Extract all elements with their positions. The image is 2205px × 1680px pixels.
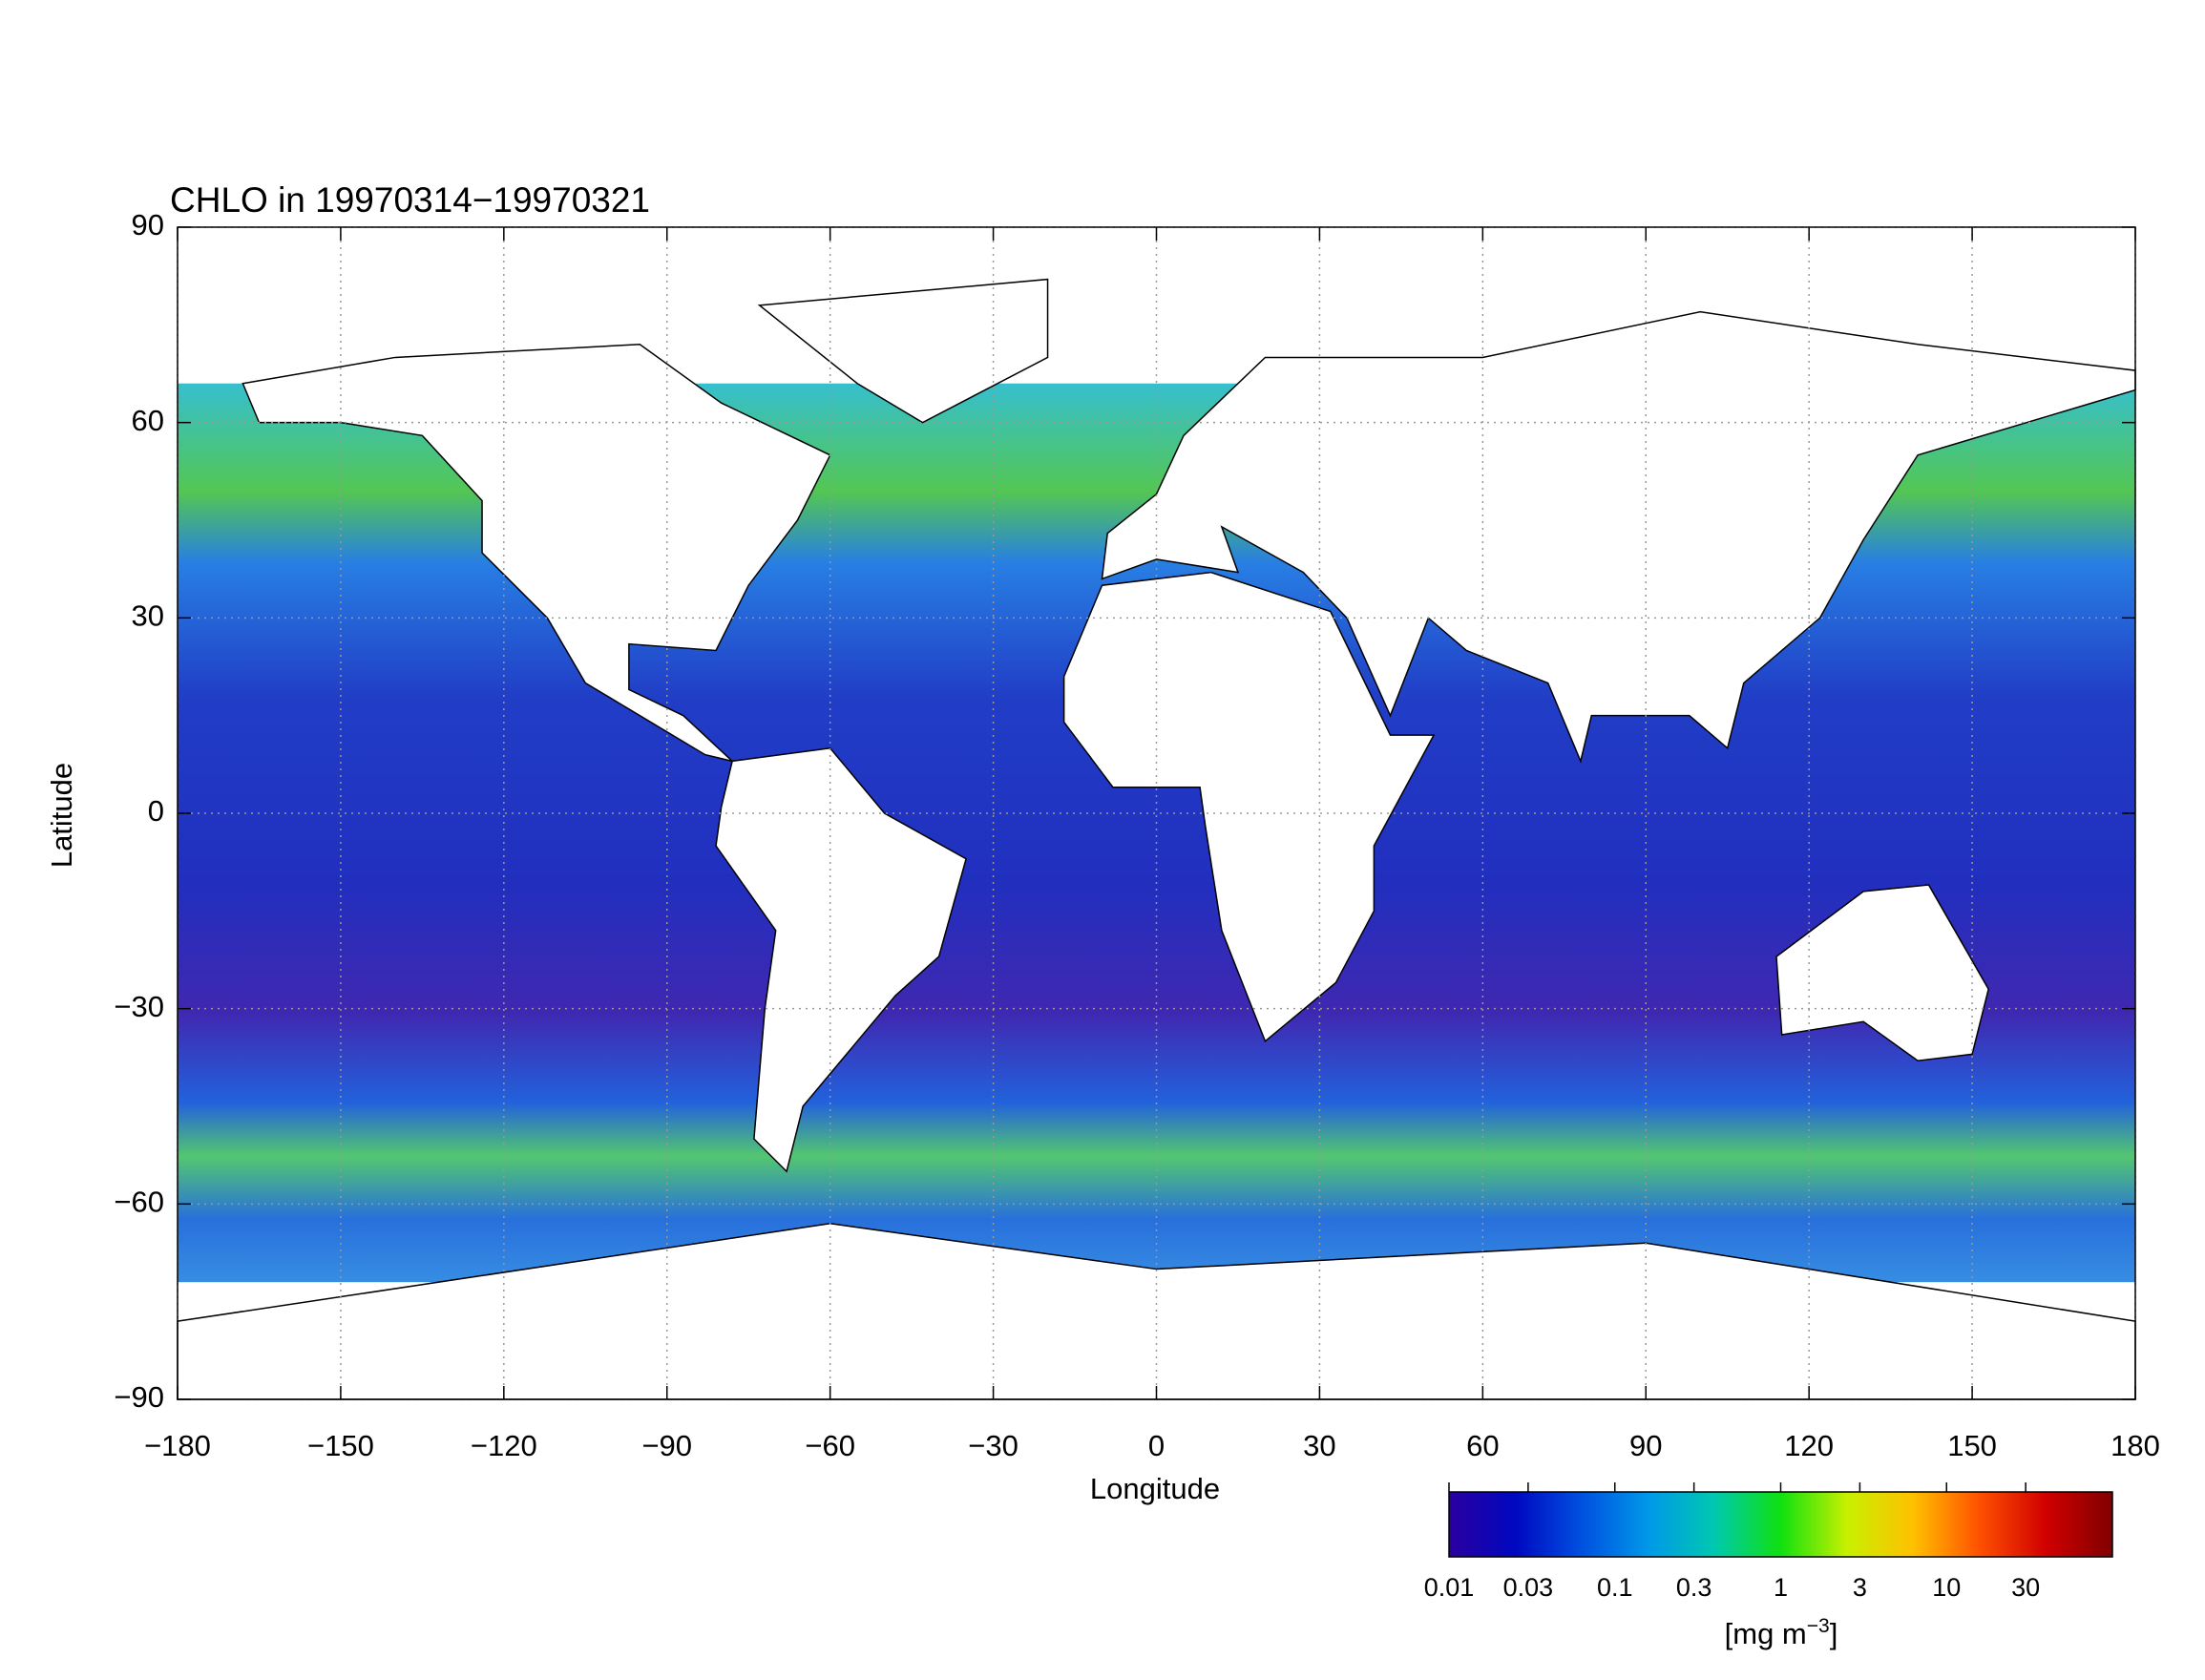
x-tick-label: −90 [641,1429,692,1462]
unit-base: [mg m [1725,1617,1807,1650]
x-tick-label: 60 [1466,1429,1499,1462]
land [1101,310,2136,764]
x-tick-label: 30 [1303,1429,1335,1462]
y-tick-label: 30 [132,599,164,633]
colorbar-tick-label: 30 [2011,1573,2040,1602]
x-tick-label: 180 [2110,1429,2160,1462]
unit-close: ] [1830,1617,1838,1650]
y-tick-label: 90 [132,208,164,242]
x-tick-label: −30 [968,1429,1018,1462]
x-axis-label: Longitude [1090,1472,1220,1505]
y-tick-label: −30 [114,990,164,1023]
x-tick-label: 0 [1148,1429,1165,1462]
colorbar-tick-label: 10 [1932,1573,1961,1602]
unit-exponent: −3 [1807,1615,1830,1637]
map-title: CHLO in 19970314−19970321 [170,180,650,220]
colorbar-tick-label: 0.1 [1597,1573,1633,1602]
y-tick-label: 0 [148,794,164,828]
x-tick-label: 90 [1629,1429,1662,1462]
colorbar-tick-label: 0.3 [1676,1573,1712,1602]
colorbar-tick-label: 0.01 [1424,1573,1475,1602]
plot-frame [177,226,2136,1400]
y-tick-label: −90 [114,1380,164,1414]
colorbar-tick-label: 0.03 [1503,1573,1554,1602]
y-tick-label: −60 [114,1186,164,1219]
colorbar-unit: [mg m−3] [1725,1615,1838,1651]
land [757,278,1049,424]
colorbar [1448,1491,2113,1558]
x-tick-label: −120 [471,1429,537,1462]
colorbar-tick-label: 1 [1774,1573,1788,1602]
y-tick-label: 60 [132,404,164,437]
x-tick-label: −180 [144,1429,211,1462]
x-tick-label: −150 [307,1429,374,1462]
x-tick-label: 120 [1784,1429,1834,1462]
x-tick-label: 150 [1947,1429,1997,1462]
y-axis-label: Latitude [45,763,78,868]
land [242,344,831,763]
colorbar-tick-label: 3 [1853,1573,1867,1602]
x-tick-label: −60 [805,1429,855,1462]
land [715,746,967,1173]
